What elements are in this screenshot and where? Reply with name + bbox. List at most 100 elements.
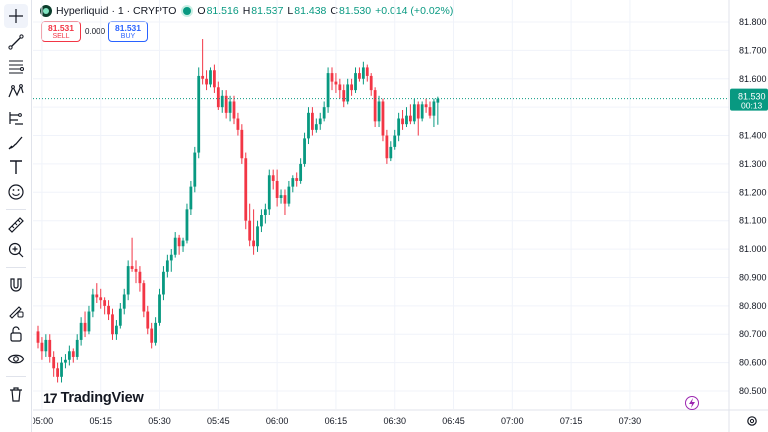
lightning-icon[interactable] [685, 396, 699, 410]
candle-body [189, 186, 193, 210]
candle-body [275, 180, 279, 198]
candle-body [271, 175, 275, 181]
candle-body [295, 178, 299, 181]
candle-body [111, 314, 114, 335]
sell-label: SELL [52, 33, 70, 40]
fib-retracement-tool[interactable] [4, 54, 28, 78]
forecast-tool[interactable] [4, 106, 28, 130]
open-value: 81.516 [206, 5, 239, 17]
candle-body [220, 95, 224, 108]
candle-body [232, 101, 236, 119]
candle-body [432, 101, 436, 116]
candle-body [342, 90, 346, 102]
price-axis-label: 81.300 [739, 159, 767, 169]
trash-tool[interactable] [4, 382, 28, 406]
time-axis-label: 07:30 [619, 416, 642, 426]
fib-retracement-icon [9, 60, 24, 74]
ruler-tool[interactable] [4, 213, 28, 237]
high-label: H [242, 5, 251, 17]
candle-body [409, 115, 412, 122]
candle-body [158, 294, 161, 323]
candle-body [436, 98, 440, 103]
symbol-title[interactable]: Hyperliquid · 1 · CRYPTO [56, 5, 177, 17]
candle-body [389, 146, 393, 159]
lock-drawings-tool[interactable] [4, 298, 28, 322]
candle-body [369, 75, 373, 91]
drawing-toolbar [0, 0, 32, 432]
trash-icon [10, 387, 22, 402]
time-axis-label: 07:15 [560, 416, 583, 426]
buy-price: 81.531 [115, 23, 141, 33]
ruler-icon [8, 217, 24, 233]
candle-body [67, 351, 71, 360]
high-value: 81.537 [251, 5, 284, 17]
candle-body [209, 70, 212, 85]
candle-body [95, 294, 99, 298]
candle-body [361, 67, 365, 79]
candle-body [354, 73, 357, 91]
price-axis-label: 81.100 [739, 216, 767, 226]
price-axis-label: 81.000 [739, 244, 767, 254]
close-value: 81.530 [338, 5, 372, 17]
chart-settings-icon[interactable] [746, 415, 758, 427]
lock-tool[interactable] [4, 322, 28, 346]
candle-body [107, 305, 110, 315]
candle-body [326, 73, 330, 108]
tradingview-logo[interactable]: 17 TradingView [43, 390, 144, 406]
price-chart[interactable]: 81.80081.70081.60081.50081.40081.30081.2… [33, 0, 768, 432]
candle-body [162, 271, 165, 295]
price-axis-label: 80.900 [739, 272, 767, 282]
candle-body [177, 237, 181, 247]
spread-value: 0.000 [85, 27, 106, 36]
candle-body [56, 368, 59, 377]
candle-body [420, 104, 424, 119]
crosshair-tool[interactable] [4, 4, 28, 28]
candle-body [291, 178, 295, 187]
candle-body [393, 135, 397, 147]
pattern-tool[interactable] [4, 80, 28, 104]
candle-body [401, 118, 404, 125]
candle-body [428, 107, 432, 116]
brush-tool[interactable] [4, 130, 28, 154]
candle-body [365, 67, 369, 76]
candle-body [228, 101, 232, 113]
candle-body [240, 129, 244, 159]
candle-body [424, 104, 428, 108]
time-axis-label: 05:30 [148, 416, 171, 426]
candle-body [205, 78, 208, 85]
time-axis-label: 05:00 [33, 416, 53, 426]
low-label: L [287, 5, 294, 17]
trend-line-tool[interactable] [4, 30, 28, 54]
magnet-tool[interactable] [4, 273, 28, 297]
tradingview-logo-text: TradingView [60, 390, 144, 406]
emoji-icon [8, 184, 24, 200]
market-status-icon[interactable] [183, 7, 192, 15]
candle-body [377, 101, 381, 122]
candle-body [79, 322, 83, 340]
buy-button[interactable]: 81.531 BUY [108, 21, 148, 42]
candle-body [263, 209, 267, 216]
candle-body [115, 325, 118, 335]
close-label: C [330, 5, 338, 17]
lock-icon [10, 326, 22, 342]
candle-body [169, 254, 173, 261]
eye-tool[interactable] [4, 347, 28, 377]
candle-body [75, 339, 79, 357]
time-axis-label: 05:45 [207, 416, 230, 426]
eye-icon [7, 354, 25, 364]
text-tool[interactable] [4, 155, 28, 179]
time-axis-label: 06:45 [442, 416, 465, 426]
candle-body [126, 266, 130, 295]
candle-body [60, 362, 63, 377]
current-price-label: 81.530 [738, 92, 766, 102]
zoom-in-tool[interactable] [4, 238, 28, 268]
candle-body [287, 186, 291, 204]
candle-body [173, 237, 177, 255]
candle-body [142, 283, 146, 312]
price-axis-label: 81.700 [739, 45, 767, 55]
time-axis-label: 06:30 [383, 416, 406, 426]
emoji-tool[interactable] [4, 180, 28, 210]
candle-body [165, 260, 169, 272]
candle-body [48, 339, 52, 357]
candle-body [216, 87, 220, 108]
